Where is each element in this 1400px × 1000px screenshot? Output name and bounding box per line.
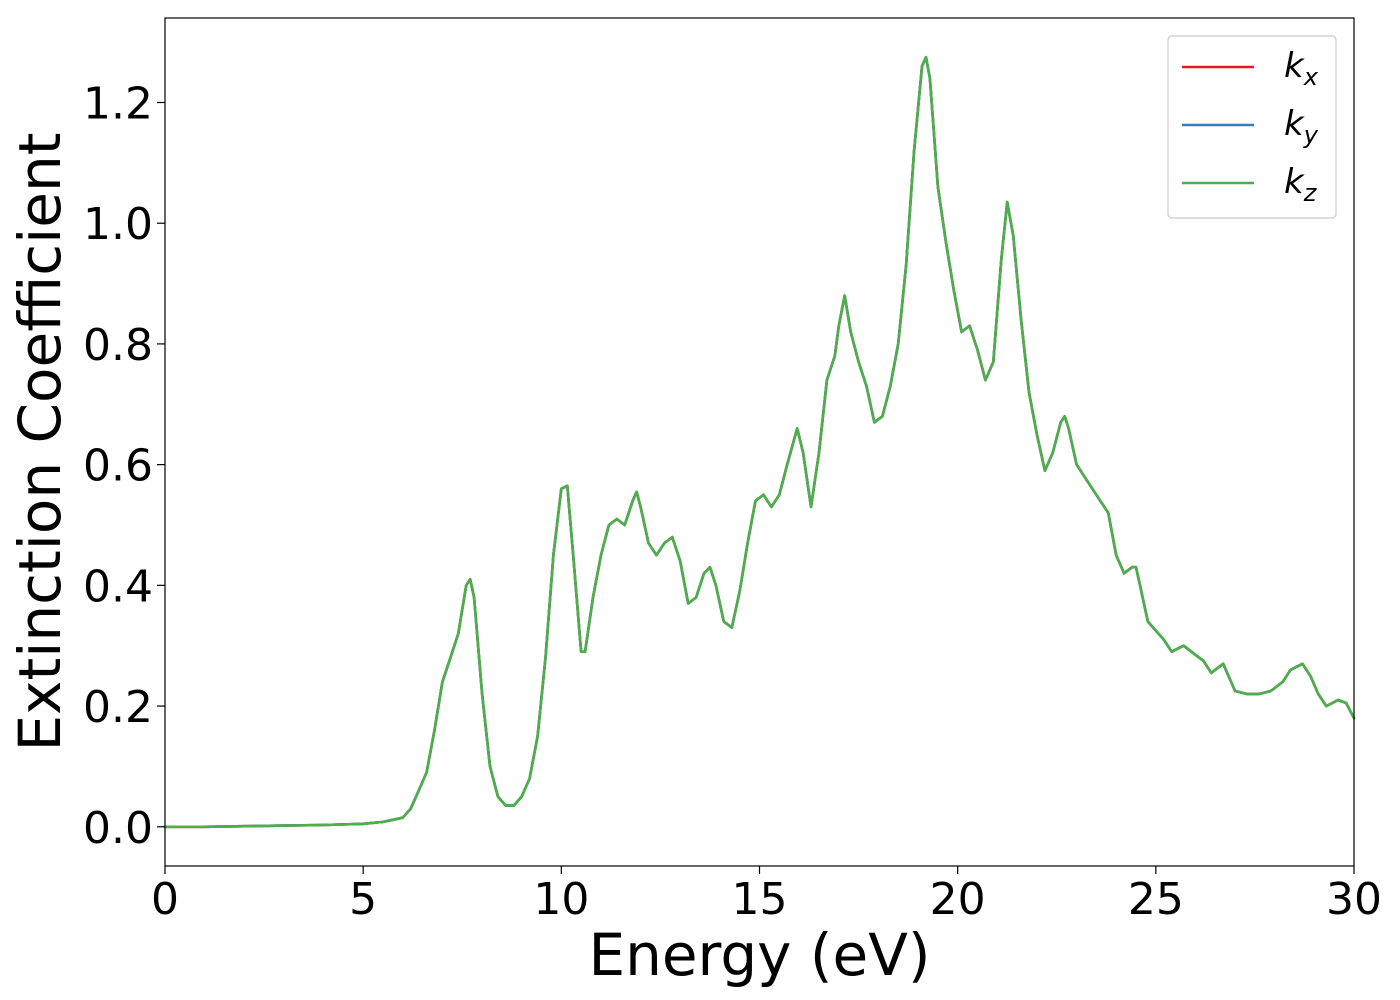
legend-label-subscript: z [1303,179,1318,207]
x-tick-label: 0 [151,874,179,925]
y-tick-label: 0.8 [83,320,153,371]
x-axis-ticks: 0 5 10 15 20 25 30 [151,866,1382,925]
y-tick-label: 0.4 [83,561,153,612]
legend-label: kz [1284,162,1318,207]
y-tick-label: 0.6 [83,441,153,492]
x-tick-label: 25 [1128,874,1184,925]
legend-label-subscript: x [1303,63,1319,91]
y-axis-title: Extinction Coefficient [6,133,74,752]
legend-label: ky [1284,104,1319,149]
x-tick-label: 10 [533,874,589,925]
y-tick-label: 1.0 [83,199,153,250]
x-tick-label: 15 [732,874,788,925]
x-tick-label: 20 [930,874,986,925]
x-axis-title: Energy (eV) [588,921,930,989]
x-tick-label: 30 [1326,874,1382,925]
y-tick-label: 1.2 [83,78,153,129]
y-axis-ticks: 0.0 0.2 0.4 0.6 0.8 1.0 1.2 [83,78,165,854]
legend-label-base: k [1284,46,1305,86]
y-tick-label: 0.2 [83,682,153,733]
legend-label-base: k [1284,104,1305,144]
legend-box [1167,35,1337,219]
y-tick-label: 0.0 [83,803,153,854]
x-tick-label: 5 [349,874,377,925]
series-layer [163,55,1356,829]
series-line-kz [163,55,1356,829]
legend-label-subscript: y [1303,121,1319,149]
legend-label: kx [1284,46,1319,91]
legend-label-base: k [1284,162,1305,202]
